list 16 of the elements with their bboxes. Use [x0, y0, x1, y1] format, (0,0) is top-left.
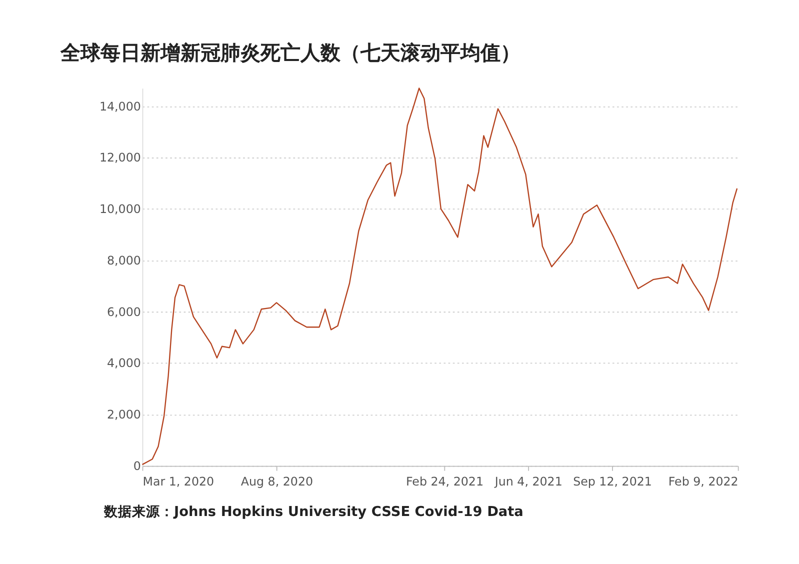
y-tick-label: 2,000 — [107, 408, 141, 422]
x-tick-label: Sep 12, 2021 — [573, 474, 652, 488]
x-tick-label: Aug 8, 2020 — [240, 474, 314, 488]
x-tick-label: Mar 1, 2020 — [142, 474, 214, 488]
y-tick-label: 12,000 — [99, 150, 141, 165]
y-tick-label: 8,000 — [107, 253, 141, 268]
y-tick-label: 10,000 — [99, 202, 141, 216]
y-tick-label: 6,000 — [107, 304, 141, 319]
y-tick-label: 14,000 — [99, 99, 141, 114]
chart-title: 全球每日新增新冠肺炎死亡人数（七天滚动平均值） — [60, 40, 521, 64]
x-tick-label: Jun 4, 2021 — [494, 474, 562, 488]
source-note: 数据来源：Johns Hopkins University CSSE Covid-19 Data — [102, 504, 524, 520]
y-tick-label: 4,000 — [107, 356, 141, 370]
y-tick-label: 0 — [133, 458, 141, 473]
x-tick-label: Feb 24, 2021 — [406, 474, 484, 488]
x-tick-label: Feb 9, 2022 — [668, 474, 738, 488]
